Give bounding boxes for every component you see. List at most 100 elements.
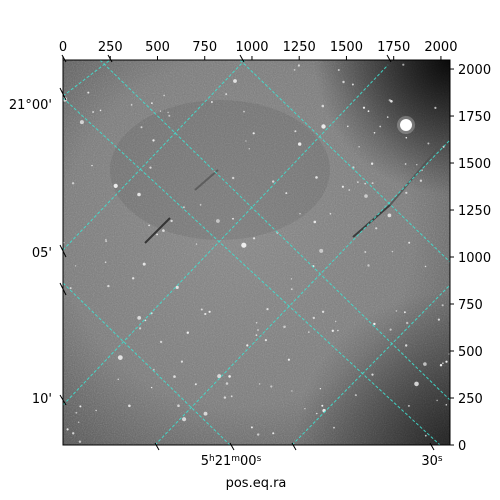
star — [315, 176, 318, 179]
star — [321, 310, 325, 313]
star — [182, 206, 185, 209]
star — [404, 311, 406, 314]
star — [107, 284, 110, 288]
star — [216, 219, 220, 223]
star — [379, 125, 382, 128]
star — [436, 399, 438, 402]
ra-axis: 5h21m00s 30s — [61, 54, 443, 469]
top-tick-label: 1250 — [283, 40, 316, 55]
star — [421, 169, 423, 171]
star — [210, 101, 213, 103]
star — [241, 242, 247, 248]
star — [225, 93, 228, 96]
star — [150, 386, 153, 389]
star — [434, 106, 437, 109]
star — [391, 250, 394, 253]
star — [79, 405, 82, 408]
star — [177, 404, 180, 408]
plot-frame — [62, 59, 451, 446]
star — [427, 142, 430, 145]
star — [386, 116, 389, 118]
star — [156, 233, 159, 236]
x-axis-label: pos.eq.ra — [226, 476, 287, 491]
top-tick-label: 1750 — [377, 40, 410, 55]
star — [162, 229, 165, 232]
star — [272, 432, 275, 435]
star — [140, 126, 143, 129]
star — [364, 194, 368, 198]
star — [335, 320, 337, 323]
star — [195, 243, 198, 245]
star — [72, 432, 75, 435]
star — [257, 329, 259, 331]
star — [255, 334, 258, 336]
star — [230, 395, 233, 398]
grid-line — [63, 97, 441, 445]
star — [333, 426, 335, 429]
star — [348, 189, 351, 191]
star — [246, 344, 249, 347]
bright-star — [400, 119, 412, 131]
star — [357, 181, 359, 183]
grid-line — [239, 60, 450, 263]
star — [92, 111, 94, 113]
star — [347, 125, 349, 128]
star — [371, 182, 374, 185]
star — [95, 409, 97, 412]
star — [228, 375, 231, 378]
star — [159, 340, 163, 344]
right-tick-label: 500 — [458, 345, 483, 360]
star — [69, 287, 72, 290]
star — [105, 240, 107, 243]
star — [204, 312, 207, 316]
stars — [63, 63, 450, 443]
star — [79, 120, 84, 125]
right-tick-label: 250 — [458, 392, 483, 407]
star — [232, 176, 235, 180]
right-tick-label: 1000 — [458, 251, 491, 266]
star — [364, 182, 367, 185]
star — [441, 304, 444, 307]
streak — [389, 139, 446, 206]
star — [316, 412, 318, 415]
star — [445, 404, 448, 406]
star — [233, 79, 237, 83]
star — [373, 322, 376, 326]
star — [297, 64, 300, 67]
star — [152, 139, 155, 142]
star — [266, 308, 269, 311]
star — [337, 329, 339, 332]
star — [312, 316, 315, 320]
star — [117, 378, 119, 380]
star — [137, 316, 142, 320]
right-axis: 0 250 500 750 1000 1250 1500 1750 2000 — [450, 63, 491, 454]
star — [337, 69, 340, 71]
star — [245, 140, 247, 142]
star — [217, 374, 222, 379]
top-axis: 0 250 500 750 1000 1250 1500 1750 2000 — [59, 40, 457, 60]
dec-tick-label: 05' — [32, 246, 52, 261]
star — [373, 132, 376, 134]
star — [200, 308, 203, 311]
star — [257, 433, 260, 436]
star — [308, 331, 310, 333]
star — [139, 327, 142, 330]
star — [283, 325, 286, 329]
star — [442, 362, 444, 365]
star — [404, 163, 407, 165]
star — [364, 251, 367, 253]
star — [248, 148, 250, 150]
star — [371, 373, 374, 376]
star — [255, 322, 258, 324]
star — [285, 192, 288, 195]
star — [186, 331, 189, 334]
star — [75, 411, 78, 414]
star — [405, 344, 408, 347]
star — [329, 212, 332, 215]
star — [405, 136, 408, 139]
star — [290, 278, 293, 280]
ra-tick-label: 30s — [421, 454, 443, 469]
star — [319, 248, 324, 253]
star — [437, 318, 440, 321]
star — [105, 239, 107, 241]
